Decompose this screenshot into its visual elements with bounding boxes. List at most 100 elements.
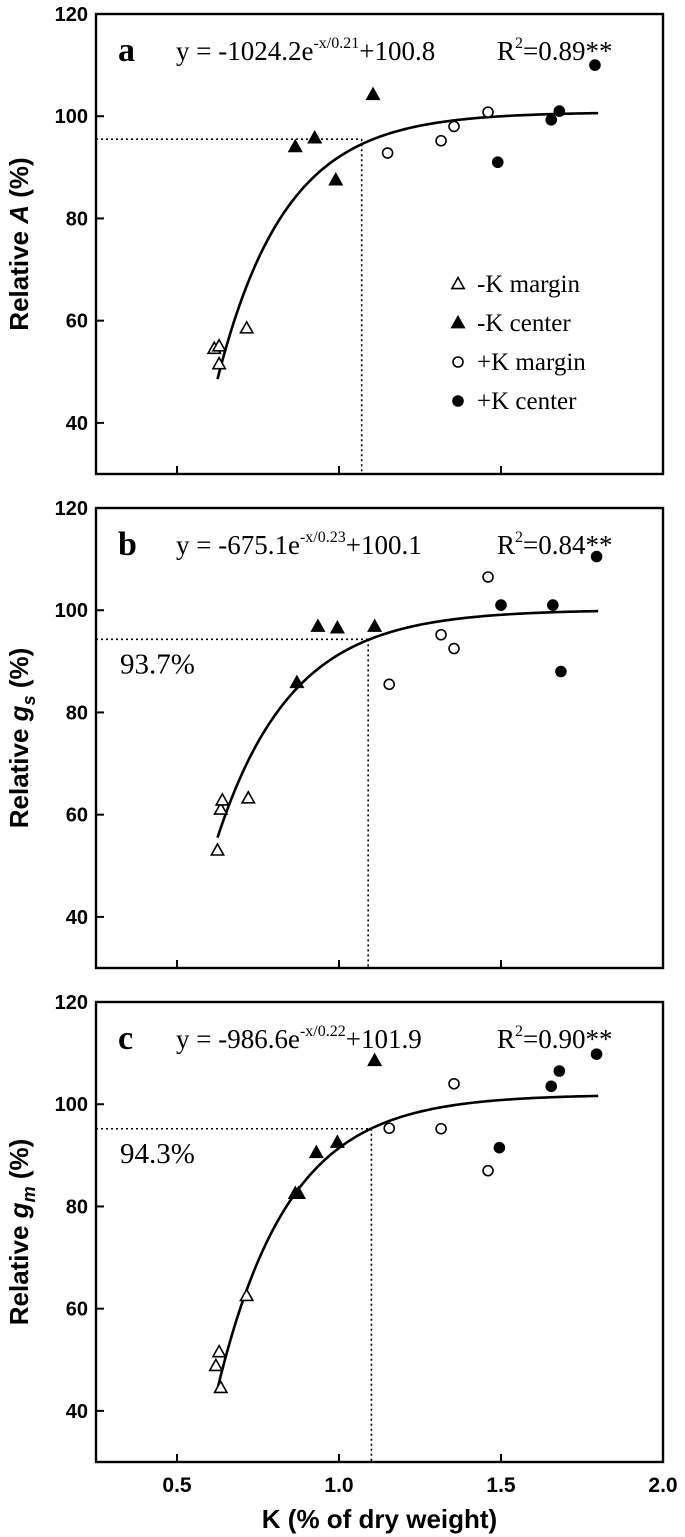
- panel-letter: a: [118, 32, 135, 69]
- y-tick-label: 60: [66, 311, 88, 333]
- r-squared: R2=0.84**: [497, 529, 613, 560]
- panel-b: 40 60 80 100 120 Relative gs (%) b y = -675.1e-…: [4, 498, 665, 970]
- series-k-center: [495, 550, 603, 678]
- series-k-margin: [208, 1287, 255, 1394]
- y-tick-label: 60: [66, 805, 88, 827]
- y-tick-label: 60: [66, 1299, 88, 1321]
- r-squared-symbol: R: [497, 36, 515, 66]
- x-tick-label: 2.0: [648, 1474, 677, 1497]
- data-point: [213, 1379, 229, 1394]
- y-axis-label-variable: g: [4, 705, 34, 722]
- panel-letter: b: [118, 526, 137, 563]
- y-tick-label: 40: [66, 1401, 88, 1423]
- legend-marker: [452, 356, 464, 368]
- series-k-margin: [381, 106, 494, 159]
- y-axis-label-prefix: Relative: [4, 721, 34, 828]
- plot-frame: [94, 12, 665, 476]
- y-axis-label-subscript: s: [19, 695, 39, 705]
- data-point: [381, 147, 394, 159]
- legend-label: +K center: [477, 388, 577, 415]
- fit-equation-constant: +100.8: [359, 36, 435, 66]
- x-tick-label: 1.0: [324, 1474, 353, 1497]
- panel-a: 40 60 80 100 120 Relative A (%) a y = -1024.2e -…: [4, 4, 665, 476]
- y-tick-label: 100: [55, 106, 88, 128]
- fit-equation-base: y = -1024.2e: [176, 36, 313, 66]
- y-axis-label-variable: g: [4, 1202, 34, 1219]
- y-axis-label: Relative A (%): [4, 157, 34, 330]
- legend-marker: [452, 395, 464, 407]
- r-squared-superscript: 2: [515, 35, 523, 52]
- series-k-center: [289, 618, 383, 689]
- data-point: [214, 792, 230, 806]
- legend-label: -K center: [477, 310, 571, 337]
- data-point: [491, 156, 504, 169]
- fit-equation: y = -986.6e-x/0.22+101.9: [176, 1023, 422, 1054]
- data-point: [211, 1343, 227, 1358]
- fit-equation-constant: +101.9: [346, 1024, 422, 1054]
- series-k-center: [287, 1052, 383, 1200]
- y-tick-label: 120: [55, 498, 88, 520]
- data-point: [590, 550, 603, 563]
- y-axis-label-variable: A: [4, 205, 34, 225]
- data-point: [239, 1287, 255, 1302]
- r-squared-symbol: R: [497, 530, 515, 560]
- data-point: [448, 120, 460, 133]
- data-point: [310, 618, 326, 632]
- fit-equation-base: y = -986.6e: [176, 1024, 300, 1054]
- y-tick-label: 120: [55, 4, 88, 26]
- plot-frame: [94, 1000, 665, 1464]
- legend-label: -K margin: [477, 271, 580, 298]
- series-k-margin: [383, 571, 494, 691]
- y-tick-label: 80: [66, 208, 88, 230]
- data-point: [482, 1164, 494, 1177]
- y-axis-label-unit: (%): [4, 157, 34, 205]
- fit-equation-exponent: -x/0.22: [300, 1023, 346, 1040]
- y-axis-label-prefix: Relative: [4, 224, 34, 331]
- r-squared-superscript: 2: [515, 529, 523, 546]
- data-point: [367, 618, 383, 632]
- data-point: [307, 130, 323, 144]
- data-point: [383, 1122, 396, 1135]
- panel-c: 40 60 80 100 120 Relative gm (%) c y = -986.6e-…: [4, 992, 665, 1464]
- y-tick-label: 40: [66, 413, 88, 435]
- series-k-margin: [206, 320, 255, 370]
- data-point: [208, 1357, 224, 1372]
- data-point: [329, 1134, 345, 1148]
- data-point: [290, 1185, 307, 1200]
- data-point: [209, 842, 226, 856]
- series-k-center: [493, 1048, 603, 1154]
- fit-curve: [216, 609, 599, 839]
- data-point: [239, 320, 255, 334]
- y-axis-label-unit: (%): [4, 1139, 34, 1187]
- data-point: [555, 665, 567, 678]
- threshold-label: 93.7%: [120, 648, 195, 680]
- fit-equation-constant: +100.1: [346, 530, 422, 560]
- threshold-label: 94.3%: [120, 1138, 195, 1170]
- data-point: [482, 571, 494, 583]
- data-point: [383, 678, 396, 691]
- data-point: [553, 1065, 566, 1077]
- y-axis-label-prefix: Relative: [4, 1218, 34, 1325]
- fit-equation-exponent: -x/0.23: [300, 529, 346, 546]
- data-point: [545, 1080, 558, 1093]
- series-k-margin: [209, 790, 256, 856]
- data-point: [590, 1048, 603, 1060]
- r-squared-symbol: R: [497, 1024, 515, 1054]
- data-point: [547, 599, 559, 611]
- fit-equation: y = -675.1e-x/0.23+100.1: [176, 529, 422, 560]
- legend-marker: [450, 314, 466, 329]
- y-tick-label: 100: [55, 1094, 88, 1116]
- data-point: [240, 790, 256, 804]
- y-axis-label: Relative gm (%): [4, 1139, 39, 1326]
- data-point: [435, 628, 447, 641]
- data-point: [448, 642, 460, 655]
- panel-letter: c: [118, 1020, 133, 1057]
- data-point: [367, 1052, 383, 1067]
- x-tick-label: 1.5: [486, 1474, 516, 1497]
- y-tick-label: 120: [55, 992, 88, 1014]
- y-tick-label: 80: [66, 1196, 88, 1218]
- data-point: [213, 801, 229, 815]
- series-k-margin: [383, 1077, 494, 1177]
- plot-frame: [94, 506, 665, 970]
